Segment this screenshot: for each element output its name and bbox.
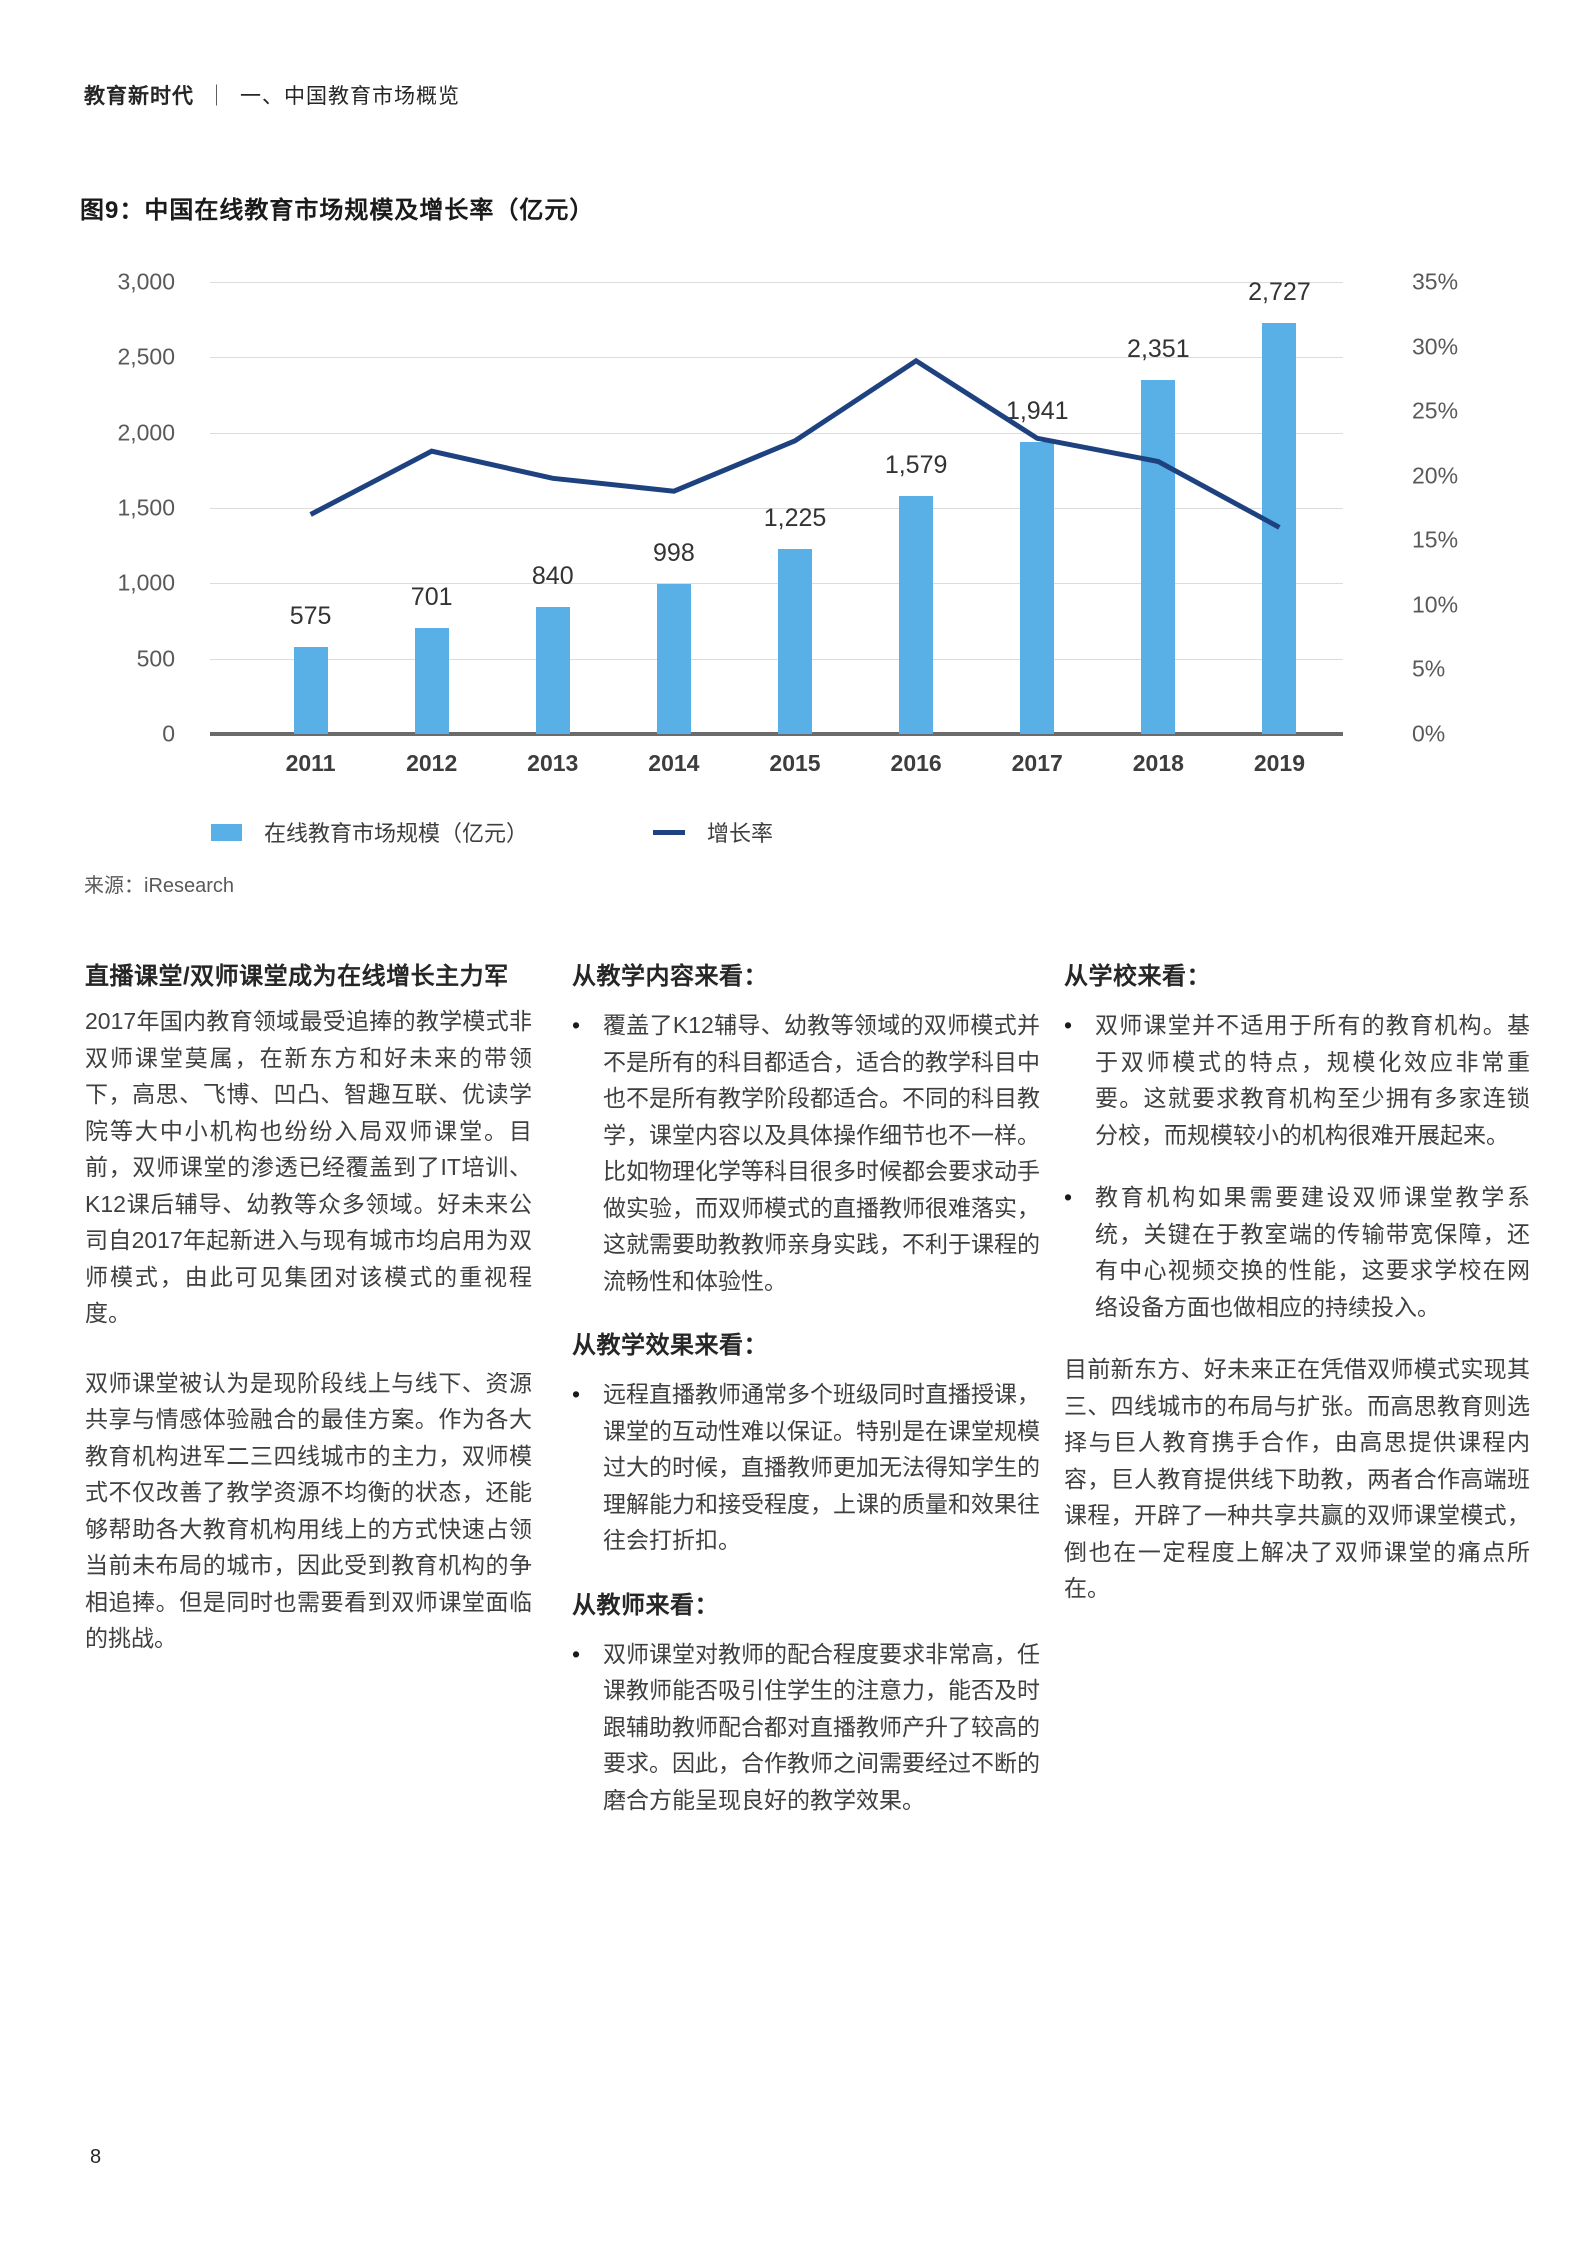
text-column-3: 从学校来看： • 双师课堂并不适用于所有的教育机构。基于双师模式的特点，规模化效… — [1064, 960, 1530, 1640]
bullet-text: 教育机构如果需要建设双师课堂教学系统，关键在于教室端的传输带宽保障，还有中心视频… — [1095, 1184, 1530, 1320]
running-header: 教育新时代 ｜ 一、中国教育市场概览 — [84, 80, 460, 110]
growth-rate-line — [309, 357, 1281, 530]
list-item: • 双师课堂对教师的配合程度要求非常高，任课教师能否吸引住学生的注意力，能否及时… — [572, 1636, 1040, 1819]
bar-series-swatch — [211, 823, 242, 841]
left-axis-tick: 2,500 — [117, 343, 175, 370]
bullet-icon: • — [572, 1012, 581, 1038]
bullet-text: 远程直播教师通常多个班级同时直播授课，课堂的互动性难以保证。特别是在课堂规模过大… — [603, 1381, 1040, 1553]
chart-source: 来源：iResearch — [84, 875, 235, 897]
right-axis-tick: 15% — [1412, 526, 1459, 553]
text-column-1: 直播课堂/双师课堂成为在线增长主力军 2017年国内教育领域最受追捧的教学模式非… — [85, 960, 532, 1690]
gridline — [210, 282, 1343, 283]
report-brand: 教育新时代 — [84, 85, 194, 108]
market-size-growth-chart: 3,000 2,500 2,000 1,500 1,000 500 0 35% 30% 25% 20… — [0, 0, 1587, 930]
bar-2019 — [1262, 323, 1297, 734]
bullet-icon: • — [572, 1640, 581, 1667]
section-heading-teachers: 从教师来看： — [572, 1591, 719, 1619]
bullet-icon: • — [572, 1381, 581, 1407]
x-axis-year-label: 2018 — [1132, 750, 1184, 776]
section-title: 一、中国教育市场概览 — [240, 85, 460, 108]
x-axis-year-label: 2019 — [1253, 750, 1306, 776]
bar-value-label: 1,579 — [884, 451, 948, 480]
bullet-text: 双师课堂并不适用于所有的教育机构。基于双师模式的特点，规模化效应非常重要。这就要… — [1095, 1012, 1530, 1148]
page-number: 8 — [90, 2146, 102, 2168]
gridline — [210, 583, 1343, 585]
bar-2015 — [778, 549, 812, 734]
column1-paragraph-1: 2017年国内教育领域最受追捧的教学模式非双师课堂莫属，在新东方和好未来的带领下… — [85, 1008, 532, 1326]
left-axis-tick: 3,000 — [117, 268, 175, 295]
list-item: • 覆盖了K12辅导、幼教等领域的双师模式并不是所有的科目都适合，适合的教学科目… — [572, 1007, 1040, 1299]
bar-value-label: 2,727 — [1248, 278, 1311, 307]
section-heading-teaching-content: 从教学内容来看： — [572, 963, 768, 990]
bar-2014 — [656, 583, 691, 734]
bar-2011 — [293, 647, 328, 734]
right-axis-tick: 10% — [1412, 591, 1459, 618]
x-axis-year-label: 2017 — [1011, 750, 1063, 776]
bar-value-label: 998 — [653, 538, 695, 567]
bar-value-label: 575 — [289, 602, 332, 631]
bullet-text: 覆盖了K12辅导、幼教等领域的双师模式并不是所有的科目都适合，适合的教学科目中也… — [603, 1012, 1040, 1294]
right-axis-tick: 25% — [1412, 397, 1459, 424]
bullet-icon: • — [1064, 1184, 1073, 1210]
bar-2016 — [899, 496, 934, 734]
list-item: • 远程直播教师通常多个班级同时直播授课，课堂的互动性难以保证。特别是在课堂规模… — [572, 1376, 1040, 1559]
line-series-label: 增长率 — [707, 821, 774, 846]
x-axis-year-label: 2015 — [769, 750, 821, 776]
column1-paragraph-2: 双师课堂被认为是现阶段线上与线下、资源共享与情感体验融合的最佳方案。作为各大教育… — [85, 1369, 532, 1652]
bar-2018 — [1141, 379, 1176, 734]
bar-value-label: 2,351 — [1127, 334, 1190, 363]
right-axis-tick: 20% — [1412, 462, 1459, 489]
bar-series-label: 在线教育市场规模（亿元） — [264, 821, 529, 846]
x-axis-year-label: 2012 — [406, 750, 458, 776]
x-axis-line — [210, 732, 1343, 736]
bar-value-label: 840 — [531, 562, 574, 591]
x-axis-year-label: 2014 — [648, 750, 700, 776]
right-axis-tick: 30% — [1412, 333, 1459, 360]
line-series-swatch — [653, 829, 685, 835]
x-axis-year-label: 2013 — [527, 750, 579, 776]
bar-value-label: 1,225 — [763, 504, 827, 533]
right-axis-tick: 0% — [1412, 720, 1446, 747]
right-axis-tick: 5% — [1412, 655, 1446, 682]
bullet-text: 双师课堂对教师的配合程度要求非常高，任课教师能否吸引住学生的注意力，能否及时跟辅… — [603, 1640, 1040, 1813]
bar-2017 — [1020, 441, 1055, 734]
bullet-icon: • — [1064, 1012, 1073, 1038]
list-item: • 教育机构如果需要建设双师课堂教学系统，关键在于教室端的传输带宽保障，还有中心… — [1064, 1179, 1530, 1325]
gridline — [210, 658, 1343, 660]
section-heading-teaching-effect: 从教学效果来看： — [572, 1332, 768, 1359]
right-axis-tick: 35% — [1412, 268, 1459, 295]
column3-paragraph: 目前新东方、好未来正在凭借双师模式实现其三、四线城市的布局与扩张。而高思教育则选… — [1064, 1356, 1530, 1601]
bar-2012 — [414, 628, 449, 734]
bar-value-label: 701 — [410, 583, 453, 612]
bar-value-label: 1,941 — [1005, 396, 1069, 425]
list-item: • 双师课堂并不适用于所有的教育机构。基于双师模式的特点，规模化效应非常重要。这… — [1064, 1007, 1530, 1153]
left-axis-tick: 500 — [136, 645, 175, 672]
column1-heading: 直播课堂/双师课堂成为在线增长主力军 — [85, 963, 509, 990]
legend-item-growth-rate: 增长率 — [653, 816, 773, 848]
left-axis-tick: 0 — [162, 720, 175, 747]
figure-title: 图9：中国在线教育市场规模及增长率（亿元） — [80, 197, 595, 224]
header-separator: ｜ — [206, 85, 228, 108]
bar-2013 — [535, 607, 570, 734]
left-axis-tick: 1,000 — [117, 569, 175, 596]
legend-item-market-size: 在线教育市场规模（亿元） — [211, 816, 528, 848]
x-axis-year-label: 2011 — [285, 750, 336, 776]
left-axis-tick: 1,500 — [117, 494, 175, 521]
x-axis-year-label: 2016 — [890, 750, 942, 776]
text-column-2: 从教学内容来看： • 覆盖了K12辅导、幼教等领域的双师模式并不是所有的科目都适… — [572, 960, 1040, 1844]
section-heading-schools: 从学校来看： — [1064, 963, 1211, 990]
left-axis-tick: 2,000 — [117, 419, 175, 446]
